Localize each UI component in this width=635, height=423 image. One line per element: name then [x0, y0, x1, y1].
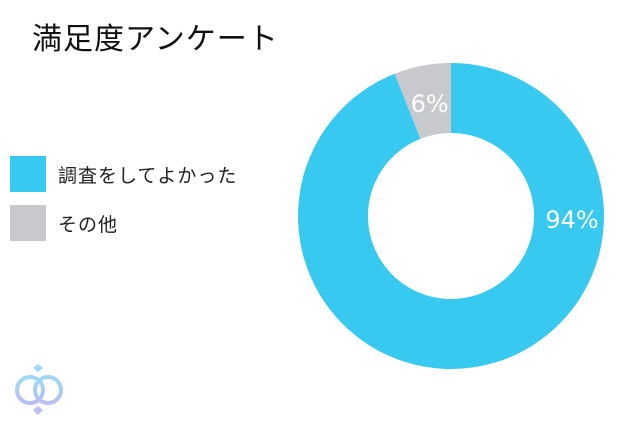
interlocked-rings-logo-icon	[15, 364, 63, 415]
data-label: 6%	[411, 90, 449, 118]
legend-label: 調査をしてよかった	[58, 164, 238, 187]
slice-1	[394, 63, 451, 139]
slice-0	[298, 63, 604, 370]
chart-title: 満足度アンケート	[32, 22, 279, 57]
legend-item-satisfied: 調査をしてよかった	[10, 156, 237, 192]
legend-swatch	[10, 205, 46, 241]
data-label: 94%	[545, 206, 598, 234]
legend-item-other: その他	[10, 205, 118, 241]
legend-swatch	[10, 156, 46, 192]
legend-label: その他	[58, 213, 119, 236]
